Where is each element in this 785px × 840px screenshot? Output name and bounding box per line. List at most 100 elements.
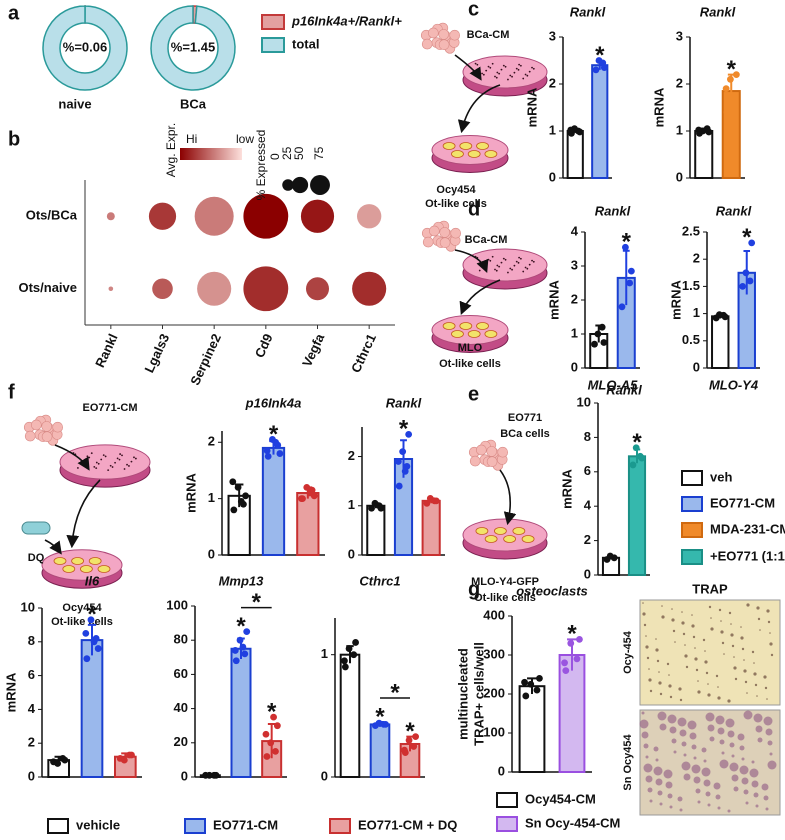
stain-spot (643, 743, 649, 749)
ot-cell (53, 557, 67, 565)
stain-spot (681, 611, 683, 613)
bar (711, 315, 730, 370)
expression-dot (306, 277, 329, 301)
color-legend-low: low (236, 132, 254, 146)
data-point (276, 450, 284, 457)
bar (230, 647, 252, 778)
stain-spot (659, 692, 663, 696)
stain-spot (681, 621, 685, 625)
legend-label: EO771-CM + DQ (358, 817, 457, 832)
y-tick-label: 2 (584, 532, 591, 547)
y-axis-label: mRNA (524, 87, 539, 127)
ot-cell (71, 557, 84, 565)
stain-spot (715, 715, 725, 725)
y-tick-label: 1 (676, 122, 683, 137)
ot-cell (451, 330, 464, 338)
medium-dot (532, 67, 535, 70)
ot-cell (476, 142, 489, 150)
expression-dot (300, 199, 335, 233)
y-axis-label: multinucleated (455, 648, 470, 740)
stain-spot (691, 624, 695, 628)
data-point (591, 340, 598, 348)
ot-cell (503, 535, 517, 543)
stain-spot (720, 630, 724, 634)
stain-spot (740, 626, 742, 628)
stain-spot (721, 641, 725, 645)
medium-dot (495, 76, 498, 79)
medium-dot (95, 467, 98, 470)
significance-star: * (567, 621, 577, 648)
medium-dot (531, 259, 533, 262)
data-point (236, 636, 244, 644)
donut-caption: naive (58, 96, 91, 111)
medium-dot (478, 269, 481, 272)
stain-spot (763, 795, 769, 801)
stain-spot (725, 718, 735, 728)
stain-spot (730, 633, 734, 637)
data-point (87, 616, 95, 624)
ot-cell (484, 535, 498, 543)
expression-dot (352, 271, 387, 306)
stain-spot (668, 674, 670, 676)
y-tick-label: 0 (208, 546, 215, 561)
bar (261, 446, 286, 556)
data-point (273, 722, 281, 730)
stain-spot (691, 744, 697, 750)
medium-dot (494, 268, 496, 271)
stain-spot (751, 650, 755, 654)
medium-dot (522, 77, 525, 80)
data-point (263, 447, 271, 455)
y-tick-label: 100 (166, 597, 188, 612)
medium-dot (97, 462, 100, 465)
expression-dot (197, 271, 232, 306)
data-point (521, 678, 528, 686)
color-legend-high: Hi (186, 132, 197, 146)
data-point (267, 739, 275, 747)
stain-spot (730, 623, 732, 625)
stain-spot (661, 615, 665, 619)
medium-dot (515, 67, 518, 70)
stain-spot (749, 768, 759, 778)
dish-top (59, 444, 151, 480)
ot-cell (62, 565, 76, 573)
data-point (350, 651, 358, 659)
data-point (732, 71, 740, 78)
data-point (626, 279, 634, 287)
legend-label: Sn Ocy-454-CM (525, 815, 620, 830)
stain-spot (683, 753, 687, 757)
cell-cluster (449, 29, 460, 41)
legend-swatch (261, 37, 285, 53)
data-point (231, 647, 239, 654)
data-point (721, 313, 729, 321)
legend-label: Ocy454-CM (525, 791, 596, 806)
legend-swatch (681, 496, 703, 512)
stain-spot (729, 742, 735, 748)
data-point (746, 277, 754, 285)
ot-cell (476, 322, 489, 330)
stain-spot (731, 774, 739, 782)
illustration-label: Ot-like cells (51, 616, 113, 628)
medium-dot (485, 69, 488, 72)
stain-spot (681, 761, 691, 771)
cell-cluster (469, 455, 481, 467)
x-tick-label: Vegfa (299, 331, 328, 369)
medium-dot (93, 465, 96, 468)
y-tick-label: 6 (584, 463, 591, 478)
medium-dot (502, 257, 505, 260)
chart-title: Rankl (606, 382, 642, 397)
stain-spot (667, 714, 677, 724)
y-tick-label: 0 (321, 768, 328, 783)
bar (694, 130, 714, 179)
data-point (426, 494, 434, 502)
arrow (499, 469, 517, 526)
medium-dot (528, 70, 531, 73)
expression-dot (243, 193, 289, 239)
stain-spot (757, 617, 761, 621)
y-tick-label: 0 (676, 169, 683, 184)
legend-swatch (681, 549, 703, 565)
stain-spot (695, 668, 699, 672)
data-point (239, 643, 247, 651)
y-tick-label: 0 (181, 768, 188, 783)
medium-dot (489, 259, 492, 262)
chart-title: Cthrc1 (359, 573, 400, 588)
